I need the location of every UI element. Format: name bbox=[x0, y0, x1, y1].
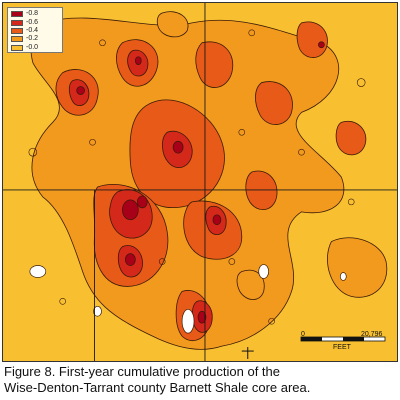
legend: -0.8 -0.6 -0.4 -0.2 -0.0 bbox=[7, 7, 63, 53]
legend-swatch bbox=[11, 19, 23, 26]
legend-label: -0.2 bbox=[26, 35, 39, 43]
legend-label: -0.6 bbox=[26, 18, 39, 26]
marker-icon bbox=[241, 347, 254, 360]
figure-caption: Figure 8. First-year cumulative producti… bbox=[4, 364, 398, 396]
legend-item: -0.6 bbox=[11, 18, 59, 26]
legend-label: -0.0 bbox=[26, 43, 39, 51]
contour-level-peak bbox=[76, 41, 325, 324]
scale-unit-label: FEET bbox=[333, 344, 352, 351]
legend-item: -0.8 bbox=[11, 10, 59, 18]
legend-label: -0.8 bbox=[26, 10, 39, 18]
scale-bar: 0 20,796 FEET bbox=[300, 331, 386, 351]
scale-right-label: 20,796 bbox=[361, 331, 383, 338]
scale-bar-segment bbox=[301, 337, 322, 341]
legend-swatch bbox=[11, 27, 23, 34]
legend-item: -0.2 bbox=[11, 35, 59, 43]
legend-swatch bbox=[11, 44, 23, 51]
scale-bar-segment bbox=[343, 337, 364, 341]
contour-islands bbox=[28, 29, 366, 325]
caption-line-1: Figure 8. First-year cumulative producti… bbox=[4, 364, 281, 379]
county-boundaries bbox=[3, 3, 397, 361]
caption-line-2: Wise-Denton-Tarrant county Barnett Shale… bbox=[4, 380, 311, 395]
contour-map bbox=[3, 3, 397, 361]
legend-label: -0.4 bbox=[26, 26, 39, 34]
legend-item: -0.0 bbox=[11, 44, 59, 52]
legend-swatch bbox=[11, 36, 23, 43]
legend-item: -0.4 bbox=[11, 27, 59, 35]
scale-left-label: 0 bbox=[301, 331, 305, 338]
production-map: -0.8 -0.6 -0.4 -0.2 -0.0 0 20,796 FEET bbox=[2, 2, 398, 362]
legend-swatch bbox=[11, 11, 23, 18]
no-data-patches bbox=[29, 264, 347, 334]
